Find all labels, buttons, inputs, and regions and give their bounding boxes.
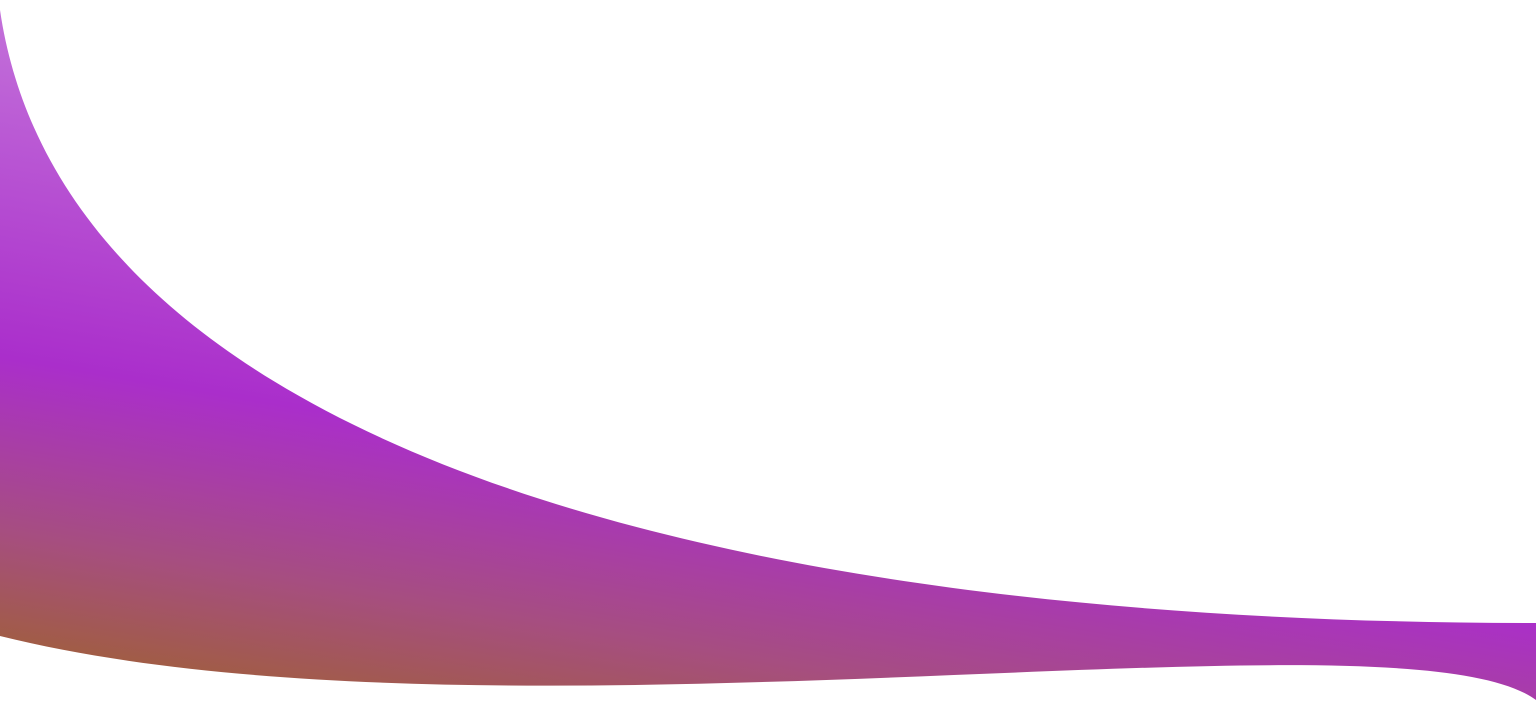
wave-shape — [0, 10, 1536, 700]
